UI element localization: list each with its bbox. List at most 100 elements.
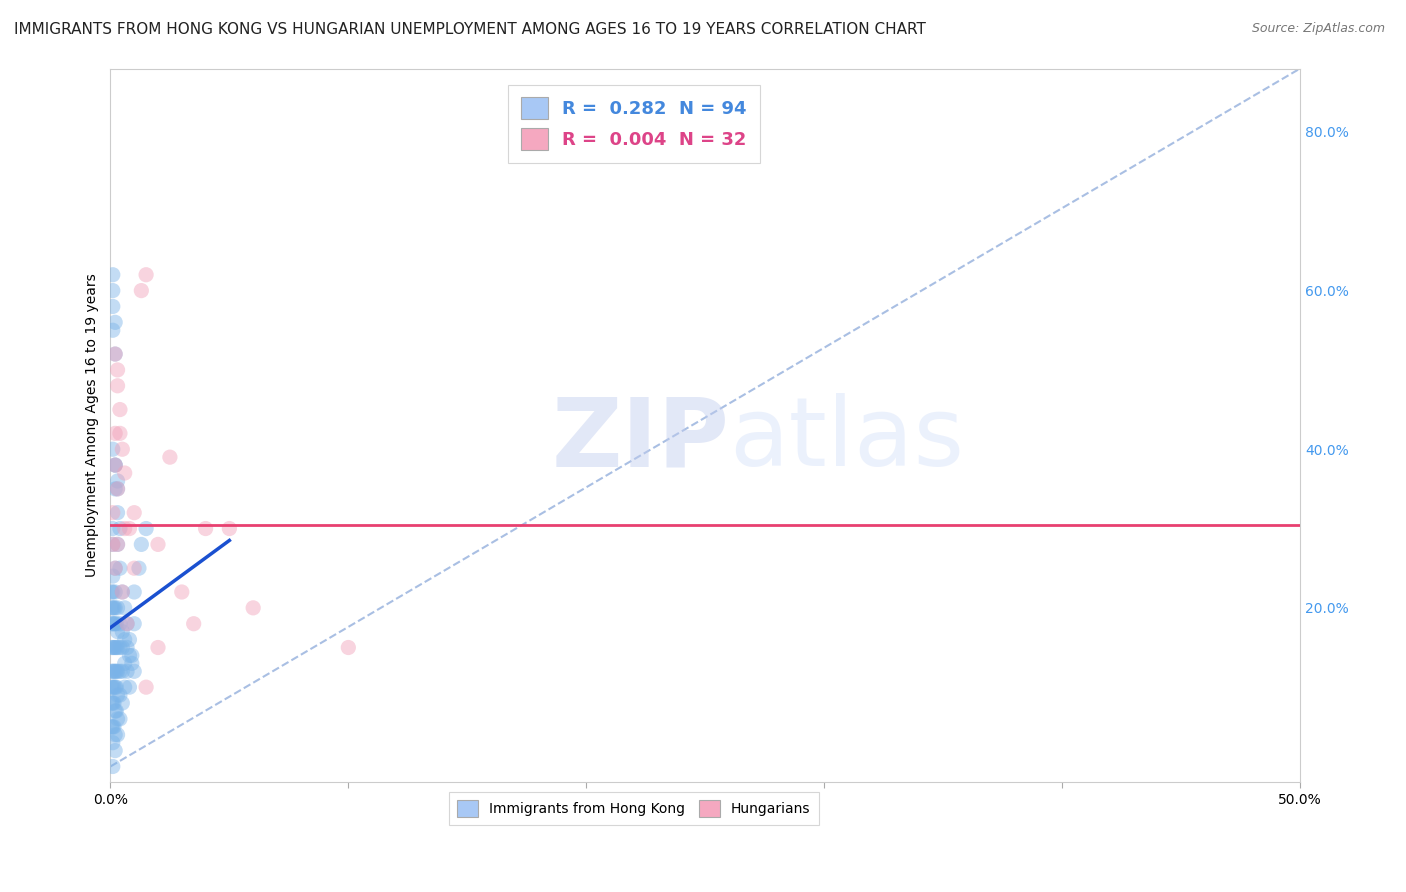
Point: [111, 585, 134, 599]
Point: [104, 347, 127, 361]
Point: [101, 759, 124, 773]
Point: [122, 665, 145, 679]
Point: [104, 600, 127, 615]
Point: [101, 585, 124, 599]
Point: [107, 474, 129, 488]
Point: [114, 657, 136, 671]
Point: [105, 616, 128, 631]
Point: [108, 665, 131, 679]
Point: [108, 640, 131, 655]
Point: [103, 680, 125, 694]
Point: [122, 506, 145, 520]
Point: [101, 665, 124, 679]
Point: [118, 648, 141, 663]
Point: [135, 680, 157, 694]
Point: [107, 600, 129, 615]
Point: [111, 665, 134, 679]
Text: Source: ZipAtlas.com: Source: ZipAtlas.com: [1251, 22, 1385, 36]
Point: [122, 585, 145, 599]
Point: [122, 616, 145, 631]
Point: [104, 458, 127, 472]
Point: [107, 665, 129, 679]
Point: [111, 640, 134, 655]
Point: [101, 537, 124, 551]
Point: [194, 522, 217, 536]
Point: [114, 680, 136, 694]
Point: [105, 680, 128, 694]
Point: [101, 616, 124, 631]
Point: [108, 402, 131, 417]
Point: [108, 522, 131, 536]
Point: [104, 561, 127, 575]
Point: [100, 585, 122, 599]
Point: [101, 506, 124, 520]
Point: [107, 624, 129, 639]
Point: [103, 600, 125, 615]
Point: [101, 600, 124, 615]
Point: [131, 284, 153, 298]
Point: [111, 585, 134, 599]
Point: [104, 704, 127, 718]
Point: [100, 720, 122, 734]
Point: [101, 720, 124, 734]
Point: [118, 522, 141, 536]
Point: [104, 347, 127, 361]
Point: [101, 736, 124, 750]
Point: [105, 665, 128, 679]
Point: [103, 696, 125, 710]
Point: [101, 442, 124, 457]
Point: [103, 640, 125, 655]
Point: [114, 632, 136, 647]
Point: [101, 522, 124, 536]
Text: atlas: atlas: [730, 393, 965, 486]
Point: [101, 300, 124, 314]
Point: [101, 640, 124, 655]
Y-axis label: Unemployment Among Ages 16 to 19 years: Unemployment Among Ages 16 to 19 years: [86, 274, 100, 577]
Point: [114, 600, 136, 615]
Point: [104, 315, 127, 329]
Point: [104, 458, 127, 472]
Point: [122, 561, 145, 575]
Point: [104, 482, 127, 496]
Point: [135, 268, 157, 282]
Point: [121, 648, 143, 663]
Point: [146, 537, 169, 551]
Point: [100, 665, 122, 679]
Point: [101, 696, 124, 710]
Point: [128, 561, 150, 575]
Point: [107, 378, 129, 392]
Point: [104, 665, 127, 679]
Point: [100, 680, 122, 694]
Point: [107, 363, 129, 377]
Point: [107, 688, 129, 702]
Point: [159, 450, 181, 465]
Point: [104, 458, 127, 472]
Point: [104, 426, 127, 441]
Point: [104, 728, 127, 742]
Point: [101, 537, 124, 551]
Point: [105, 640, 128, 655]
Point: [104, 561, 127, 575]
Point: [115, 640, 138, 655]
Point: [115, 616, 138, 631]
Point: [107, 482, 129, 496]
Point: [104, 585, 127, 599]
Point: [107, 482, 129, 496]
Point: [107, 506, 129, 520]
Point: [101, 268, 124, 282]
Point: [107, 537, 129, 551]
Point: [100, 696, 122, 710]
Point: [101, 284, 124, 298]
Point: [104, 680, 127, 694]
Point: [121, 657, 143, 671]
Point: [146, 640, 169, 655]
Point: [108, 561, 131, 575]
Point: [118, 632, 141, 647]
Point: [115, 665, 138, 679]
Point: [104, 616, 127, 631]
Point: [242, 600, 264, 615]
Point: [111, 624, 134, 639]
Point: [170, 585, 193, 599]
Point: [100, 616, 122, 631]
Point: [114, 522, 136, 536]
